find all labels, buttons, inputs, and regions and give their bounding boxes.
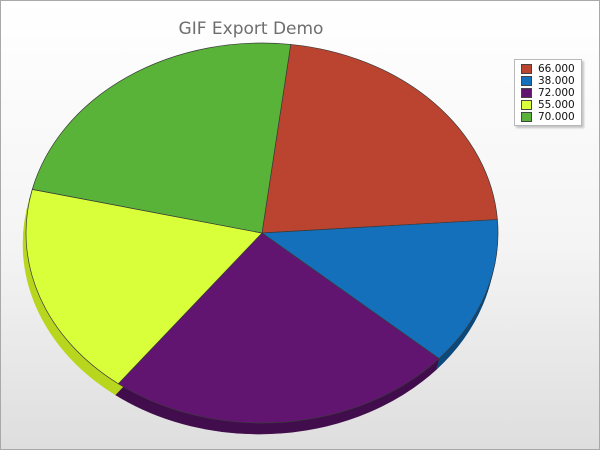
pie-slice bbox=[117, 232, 440, 424]
legend-swatch bbox=[521, 100, 532, 110]
legend-label: 38.000 bbox=[538, 75, 575, 87]
legend-swatch bbox=[521, 88, 532, 98]
legend-swatch bbox=[521, 76, 532, 86]
pie-slice bbox=[261, 44, 498, 234]
legend-item: 72.000 bbox=[521, 87, 577, 99]
legend-swatch bbox=[521, 64, 532, 74]
legend-swatch bbox=[521, 112, 532, 122]
pie-slice bbox=[31, 42, 292, 234]
legend: 66.000 38.000 72.000 55.000 70.000 bbox=[514, 59, 582, 126]
chart-title: GIF Export Demo bbox=[178, 19, 324, 39]
pie-slice bbox=[25, 189, 263, 385]
legend-label: 55.000 bbox=[538, 99, 575, 111]
legend-label: 66.000 bbox=[538, 63, 575, 75]
pie-slice bbox=[261, 219, 499, 359]
legend-label: 70.000 bbox=[538, 111, 575, 123]
legend-label: 72.000 bbox=[538, 87, 575, 99]
legend-item: 66.000 bbox=[521, 63, 577, 75]
legend-item: 38.000 bbox=[521, 75, 577, 87]
legend-item: 70.000 bbox=[521, 111, 577, 123]
legend-item: 55.000 bbox=[521, 99, 577, 111]
pie-slices bbox=[25, 42, 499, 424]
